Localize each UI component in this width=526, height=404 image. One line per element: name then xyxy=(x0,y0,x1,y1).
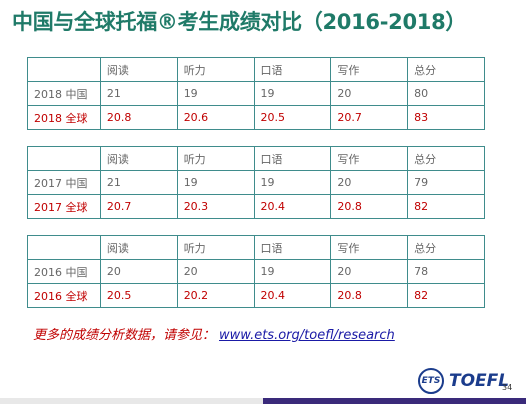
score-cell: 20.4 xyxy=(253,283,332,308)
score-cell: 19 xyxy=(253,259,332,284)
page-number: 34 xyxy=(502,383,513,392)
footer-link[interactable]: www.ets.org/toefl/research xyxy=(219,328,395,343)
header-row: 阅读 听力 口语 写作 总分 xyxy=(27,57,485,82)
header-cell: 总分 xyxy=(407,235,485,260)
score-cell: 80 xyxy=(407,81,485,106)
score-cell: 20 xyxy=(99,259,178,284)
header-cell: 总分 xyxy=(407,146,485,171)
score-cell: 20.2 xyxy=(176,283,255,308)
score-table: 阅读 听力 口语 写作 总分 2018 中国 21 19 19 20 80 2018 全球 20.8 20… xyxy=(27,57,485,130)
header-cell: 口语 xyxy=(253,235,332,260)
score-cell: 20.8 xyxy=(330,194,409,219)
score-cell: 20.4 xyxy=(253,194,332,219)
score-cell: 20.5 xyxy=(99,283,178,308)
score-cell: 21 xyxy=(99,170,178,195)
header-cell: 阅读 xyxy=(99,57,178,82)
header-cell: 听力 xyxy=(176,146,255,171)
score-cell: 20.6 xyxy=(176,105,255,130)
score-cell: 20 xyxy=(176,259,255,284)
score-cell: 20.8 xyxy=(330,283,409,308)
global-row: 2018 全球 20.8 20.6 20.5 20.7 83 xyxy=(27,105,485,130)
header-cell: 听力 xyxy=(176,57,255,82)
header-cell: 写作 xyxy=(330,235,409,260)
ets-logo: ETS xyxy=(418,368,444,394)
global-row: 2017 全球 20.7 20.3 20.4 20.8 82 xyxy=(27,194,485,219)
header-row: 阅读 听力 口语 写作 总分 xyxy=(27,146,485,171)
header-row: 阅读 听力 口语 写作 总分 xyxy=(27,235,485,260)
footer: 更多的成绩分析数据，请参见： www.ets.org/toefl/research xyxy=(33,324,395,343)
score-cell: 19 xyxy=(253,170,332,195)
score-cell: 20 xyxy=(330,170,409,195)
score-cell: 20.7 xyxy=(99,194,178,219)
score-cell: 19 xyxy=(253,81,332,106)
score-cell: 19 xyxy=(176,81,255,106)
row-label: 2018 中国 xyxy=(27,81,101,106)
footer-note: 更多的成绩分析数据，请参见： xyxy=(33,328,216,343)
score-cell: 20 xyxy=(330,259,409,284)
score-cell: 82 xyxy=(407,194,485,219)
header-cell: 总分 xyxy=(407,57,485,82)
score-cell: 82 xyxy=(407,283,485,308)
corner-cell xyxy=(27,57,101,82)
row-label: 2017 中国 xyxy=(27,170,101,195)
header-cell: 写作 xyxy=(330,57,409,82)
score-cell: 20 xyxy=(330,81,409,106)
score-table: 阅读 听力 口语 写作 总分 2016 中国 20 20 19 20 78 2016 全球 20.5 20… xyxy=(27,235,485,308)
toefl-logo: TOEFL xyxy=(449,371,510,391)
row-label: 2017 全球 xyxy=(27,194,101,219)
china-row: 2016 中国 20 20 19 20 78 xyxy=(27,259,485,284)
row-label: 2016 全球 xyxy=(27,283,101,308)
header-cell: 口语 xyxy=(253,146,332,171)
score-table: 阅读 听力 口语 写作 总分 2017 中国 21 19 19 20 79 2017 全球 20.7 20… xyxy=(27,146,485,219)
china-row: 2017 中国 21 19 19 20 79 xyxy=(27,170,485,195)
header-cell: 写作 xyxy=(330,146,409,171)
corner-cell xyxy=(27,146,101,171)
logo: ETS TOEFL xyxy=(418,368,509,394)
china-row: 2018 中国 21 19 19 20 80 xyxy=(27,81,485,106)
score-cell: 20.5 xyxy=(253,105,332,130)
slide-title: 中国与全球托福®考生成绩对比（2016-2018） xyxy=(12,10,467,34)
header-cell: 听力 xyxy=(176,235,255,260)
score-cell: 20.8 xyxy=(99,105,178,130)
score-cell: 19 xyxy=(176,170,255,195)
score-cell: 78 xyxy=(407,259,485,284)
header-cell: 口语 xyxy=(253,57,332,82)
header-cell: 阅读 xyxy=(99,235,178,260)
row-label: 2018 全球 xyxy=(27,105,101,130)
corner-cell xyxy=(27,235,101,260)
global-row: 2016 全球 20.5 20.2 20.4 20.8 82 xyxy=(27,283,485,308)
bottom-bar xyxy=(0,398,526,404)
score-cell: 20.3 xyxy=(176,194,255,219)
score-cell: 20.7 xyxy=(330,105,409,130)
score-cell: 79 xyxy=(407,170,485,195)
score-cell: 21 xyxy=(99,81,178,106)
header-cell: 阅读 xyxy=(99,146,178,171)
row-label: 2016 中国 xyxy=(27,259,101,284)
score-cell: 83 xyxy=(407,105,485,130)
